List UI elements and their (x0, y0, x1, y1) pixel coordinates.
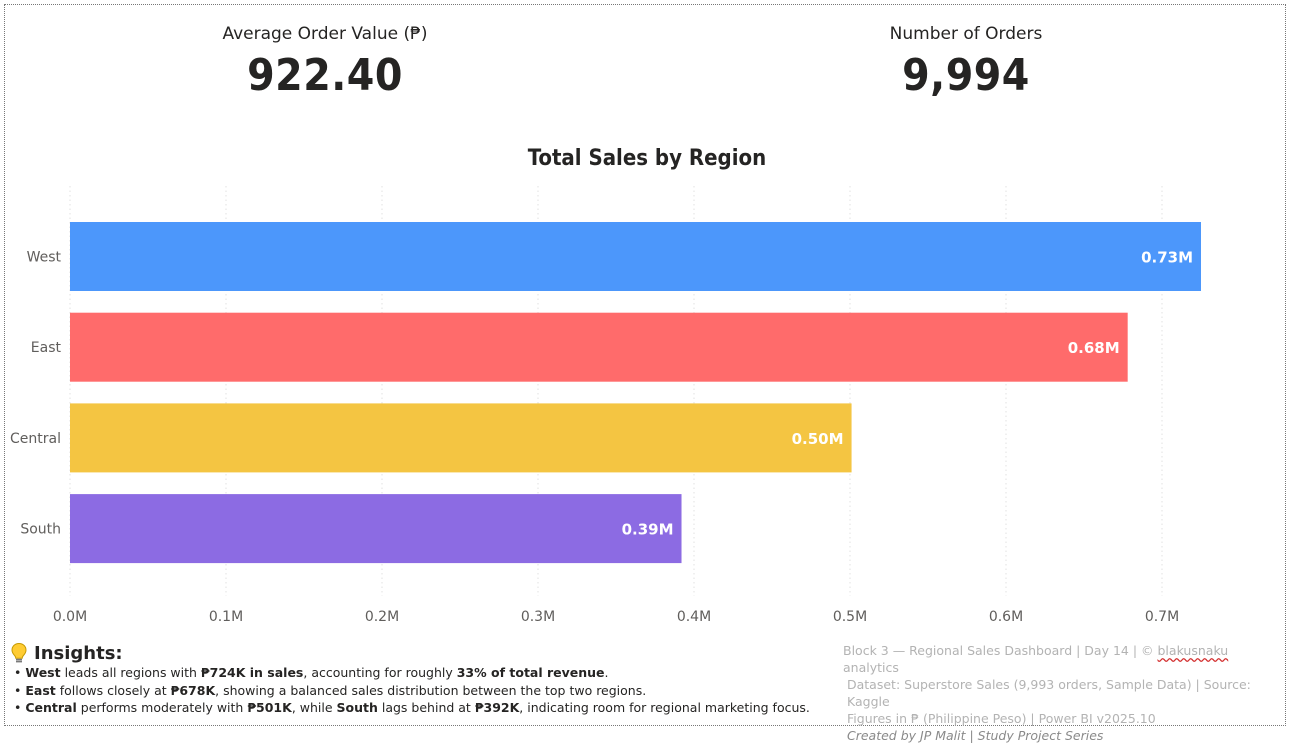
insight-highlight: West (25, 665, 61, 680)
bar-central[interactable] (70, 403, 852, 473)
insight-text: leads all regions with (60, 665, 201, 680)
footer-line-3: Figures in ₱ (Philippine Peso) | Power B… (847, 711, 1156, 726)
sales-by-region-chart[interactable]: 0.0M 0.1M 0.2M 0.3M 0.4M 0.5M 0.6M 0.7M West 0.73… (0, 0, 1294, 640)
chart-title: Total Sales by Region (527, 146, 767, 171)
insight-highlight: Central (25, 700, 77, 715)
kpi-number-of-orders[interactable]: Number of Orders 9,994 (766, 24, 1166, 101)
footer-credits: Block 3 — Regional Sales Dashboard | Day… (843, 642, 1283, 744)
kpi-value: 9,994 (902, 50, 1030, 101)
insight-text: • (14, 665, 26, 680)
x-tick-label: 0.5M (833, 609, 867, 625)
footer-brand: blakusnaku (1157, 643, 1229, 658)
data-label: 0.73M (1141, 249, 1193, 267)
x-tick-label: 0.4M (677, 609, 711, 625)
insights-heading: Insights: (10, 642, 810, 664)
insight-line: • West leads all regions with ₱724K in s… (14, 664, 810, 682)
insight-text: , while (291, 700, 337, 715)
kpi-value: 922.40 (247, 50, 403, 101)
x-tick-label: 0.3M (521, 609, 555, 625)
insight-text: , showing a balanced sales distribution … (215, 682, 647, 698)
insight-text: , indicating room for regional marketing… (519, 700, 810, 715)
y-category-label: East (31, 340, 62, 356)
footer-text: Block 3 — Regional Sales Dashboard | Day… (843, 643, 1158, 658)
insight-highlight: ₱724K in sales (200, 665, 304, 680)
footer-text: analytics (843, 660, 899, 675)
insight-text: • (14, 682, 26, 698)
insight-line: • East follows closely at ₱678K, showing… (14, 682, 810, 700)
insight-highlight: 33% of total revenue (456, 665, 605, 680)
dashboard-frame (4, 4, 1286, 726)
insight-highlight: ₱392K (474, 700, 520, 715)
kpi-average-order-value[interactable]: Average Order Value (₱) 922.40 (125, 24, 525, 101)
footer-line-4: Created by JP Malit | Study Project Seri… (847, 728, 1104, 743)
insight-text: , accounting for roughly (303, 665, 457, 680)
kpi-label: Number of Orders (889, 24, 1043, 44)
insight-text: lags behind at (377, 700, 475, 715)
insight-text: • (14, 700, 26, 715)
x-tick-label: 0.0M (53, 609, 87, 625)
insight-text: performs moderately with (76, 700, 248, 715)
x-tick-label: 0.2M (365, 609, 399, 625)
insight-highlight: East (25, 682, 56, 698)
footer-line-2: Dataset: Superstore Sales (9,993 orders,… (847, 677, 1251, 709)
kpi-label: Average Order Value (₱) (222, 24, 428, 44)
insights-list: • West leads all regions with ₱724K in s… (10, 664, 810, 717)
data-label: 0.39M (622, 521, 674, 539)
bar-east[interactable] (70, 312, 1128, 382)
insight-highlight: ₱501K (247, 700, 292, 715)
x-tick-label: 0.1M (209, 609, 243, 625)
insight-highlight: South (336, 700, 378, 715)
x-tick-label: 0.7M (1145, 609, 1179, 625)
bar-west[interactable] (70, 222, 1201, 291)
insight-highlight: ₱678K (170, 682, 216, 698)
insights-panel: Insights: • West leads all regions with … (10, 642, 810, 717)
lightbulb-icon (11, 642, 27, 663)
y-category-label: Central (10, 431, 61, 447)
y-category-label: South (20, 522, 61, 538)
insights-title: Insights: (34, 642, 123, 664)
data-label: 0.50M (792, 430, 844, 448)
data-label: 0.68M (1068, 339, 1120, 357)
footer-line-1: Block 3 — Regional Sales Dashboard | Day… (843, 642, 1283, 676)
y-category-label: West (27, 250, 62, 266)
insight-line: • Central performs moderately with ₱501K… (14, 699, 810, 717)
insight-text: . (604, 665, 609, 680)
bar-south[interactable] (70, 494, 682, 564)
insight-text: follows closely at (55, 682, 171, 698)
x-tick-label: 0.6M (989, 609, 1023, 625)
